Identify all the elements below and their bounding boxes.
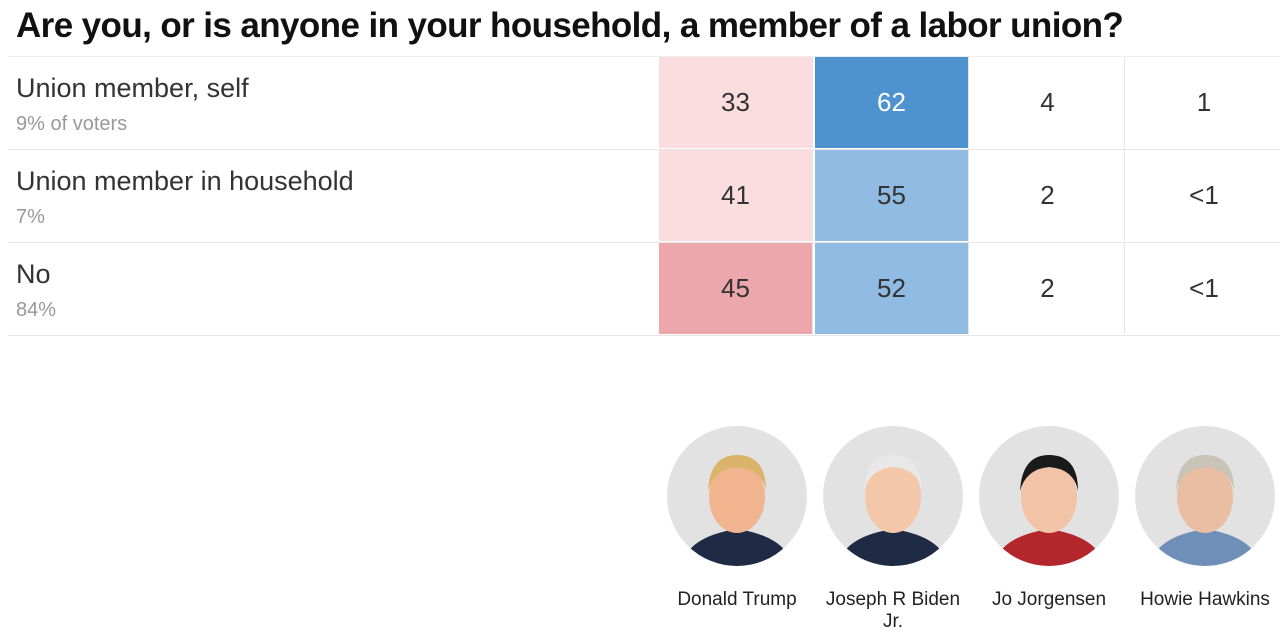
cell: 62 [815,57,969,148]
candidate-name: Joseph R Biden Jr. [825,589,961,632]
candidate-photo [979,426,1119,566]
row-share: 9% of voters [16,113,128,135]
candidate: Jo Jorgensen [971,425,1127,611]
candidate-photo [823,426,963,566]
row-label: Union member, self [16,73,249,103]
candidate-photo [1135,426,1275,566]
row-share: 7% [16,206,45,228]
row-share: 84% [16,299,57,321]
candidate-name: Jo Jorgensen [991,589,1107,610]
cell: 33 [659,57,813,148]
candidate-name: Donald Trump [677,589,797,610]
candidate-photo [667,426,807,566]
cell: 55 [815,150,969,241]
cell: 2 [971,243,1125,334]
candidate: Joseph R Biden Jr. [815,425,971,633]
title: Are you, or is anyone in your household,… [16,6,1124,45]
table-row: Union member in household 7% 41 55 2 <1 [8,150,1280,243]
candidate: Howie Hawkins [1127,425,1280,611]
candidate: Donald Trump [659,425,815,611]
row-label: No [16,259,51,289]
cell: 41 [659,150,813,241]
cell: 45 [659,243,813,334]
divider [8,56,1280,57]
table-row: No 84% 45 52 2 <1 [8,243,1280,336]
cell: 2 [971,150,1125,241]
row-label: Union member in household [16,166,354,196]
candidate-name: Howie Hawkins [1140,589,1270,610]
cell: 1 [1196,87,1212,117]
cell: <1 [1189,273,1219,303]
table-row: Union member, self 9% of voters 33 62 4 … [8,57,1280,150]
cell: <1 [1189,180,1219,210]
cell: 4 [971,57,1125,148]
cell: 52 [815,243,969,334]
